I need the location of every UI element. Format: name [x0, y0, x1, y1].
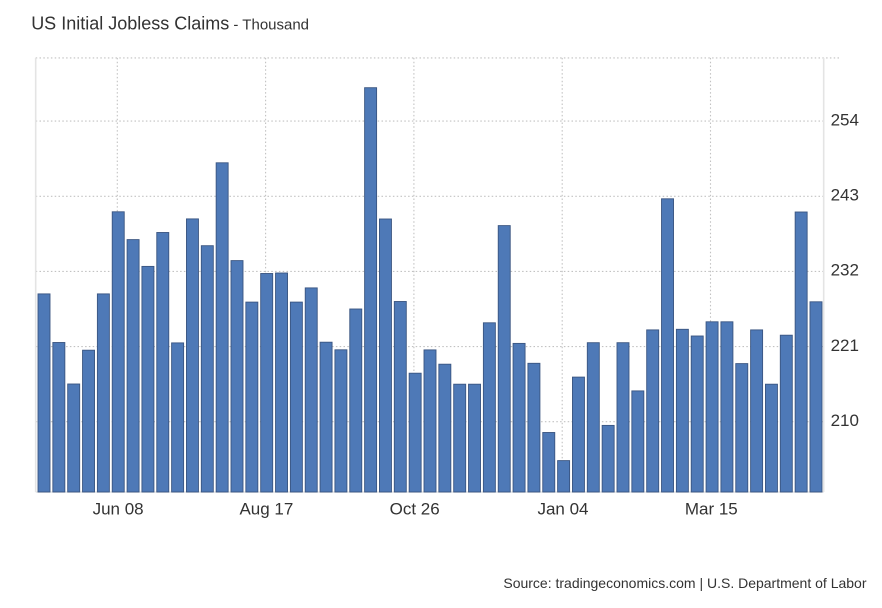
- svg-text:254: 254: [831, 110, 859, 129]
- svg-text:Jun 08: Jun 08: [93, 500, 144, 519]
- svg-text:Oct 26: Oct 26: [390, 500, 440, 519]
- svg-text:Jan 04: Jan 04: [537, 500, 588, 519]
- svg-text:232: 232: [831, 261, 859, 280]
- svg-text:243: 243: [831, 186, 859, 205]
- svg-text:Aug 17: Aug 17: [239, 500, 293, 519]
- svg-text:Mar 15: Mar 15: [685, 500, 738, 519]
- svg-text:221: 221: [831, 336, 859, 355]
- svg-text:Source: tradingeconomics.com |: Source: tradingeconomics.com | U.S. Depa…: [503, 575, 866, 591]
- svg-text:US Initial Jobless Claims - Th: US Initial Jobless Claims - Thousand: [31, 14, 309, 34]
- svg-text:210: 210: [831, 411, 859, 430]
